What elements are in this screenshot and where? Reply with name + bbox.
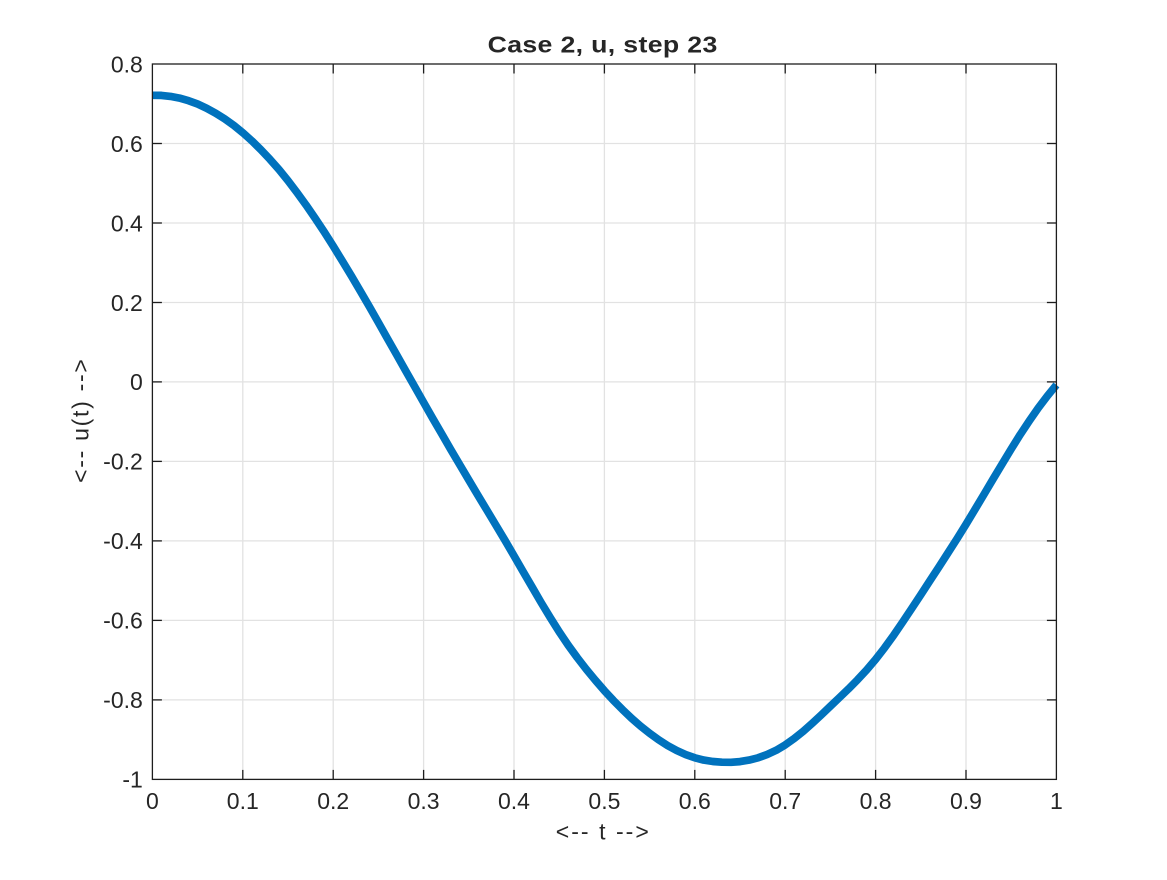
- svg-text:0.7: 0.7: [769, 788, 801, 814]
- svg-text:0.9: 0.9: [950, 788, 982, 814]
- svg-text:<-- u(t) -->: <-- u(t) -->: [68, 357, 94, 482]
- svg-text:-0.8: -0.8: [103, 687, 143, 713]
- svg-text:0.2: 0.2: [111, 290, 143, 316]
- svg-text:1: 1: [1050, 788, 1063, 814]
- svg-text:0.2: 0.2: [317, 788, 349, 814]
- svg-text:-1: -1: [122, 767, 142, 793]
- svg-text:0.1: 0.1: [227, 788, 259, 814]
- svg-text:0: 0: [146, 788, 159, 814]
- svg-text:0.4: 0.4: [111, 210, 143, 236]
- svg-text:0.6: 0.6: [111, 131, 143, 157]
- svg-text:0.6: 0.6: [679, 788, 711, 814]
- svg-text:-0.2: -0.2: [103, 449, 143, 475]
- svg-text:-0.4: -0.4: [103, 528, 143, 554]
- svg-text:0.4: 0.4: [498, 788, 530, 814]
- svg-text:<-- t -->: <-- t -->: [556, 819, 651, 845]
- svg-text:0.8: 0.8: [860, 788, 892, 814]
- svg-text:0: 0: [130, 369, 143, 395]
- svg-text:Case 2, u, step 23: Case 2, u, step 23: [488, 32, 718, 58]
- svg-text:0.3: 0.3: [408, 788, 440, 814]
- svg-text:0.5: 0.5: [588, 788, 620, 814]
- svg-text:-0.6: -0.6: [103, 608, 143, 634]
- svg-text:0.8: 0.8: [111, 51, 143, 77]
